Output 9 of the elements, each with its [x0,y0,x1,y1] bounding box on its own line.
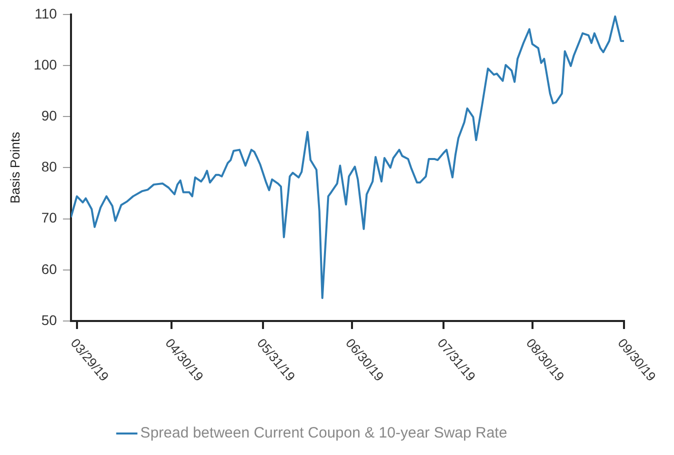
y-tick-label: 90 [41,107,58,124]
y-tick-label: 50 [41,312,58,328]
y-tick-label: 60 [41,260,58,277]
y-tick-label: 70 [41,210,58,226]
y-tick-label: 100 [34,56,58,72]
legend-label: Spread between Current Coupon & 10-year Swap Rate [140,424,508,442]
y-axis-title: Basis Points [7,131,22,204]
y-tick-label: 80 [41,158,58,175]
y-tick-label: 110 [34,5,58,22]
